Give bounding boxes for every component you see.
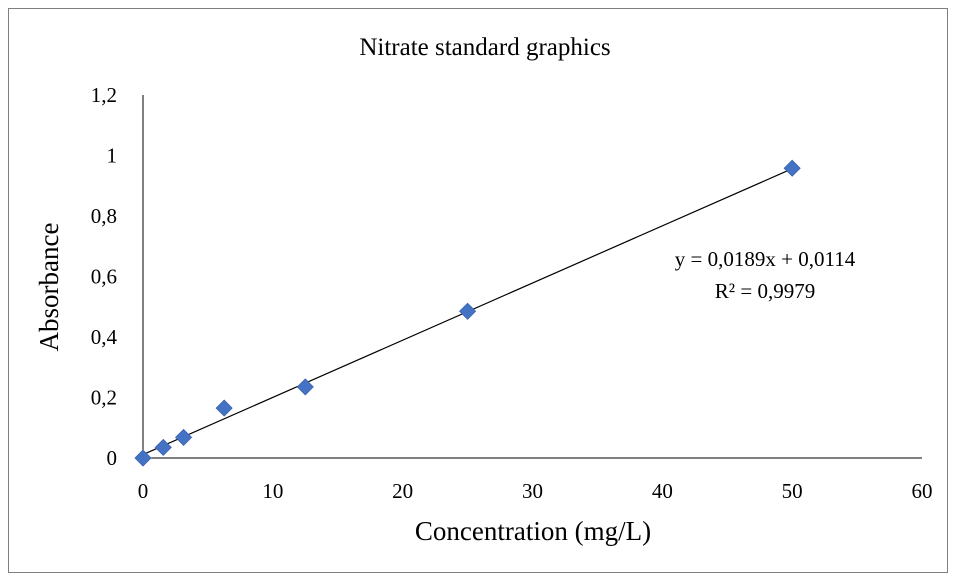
data-points [134,159,801,467]
y-tick-label: 0,4 [91,325,118,349]
axes [142,95,922,459]
trendline-equation: y = 0,0189x + 0,0114 [675,247,856,271]
y-axis-label: Absorbance [34,223,64,352]
data-point [175,428,193,446]
data-point [296,378,314,396]
data-point [459,302,477,320]
x-tick-labels: 0 10 20 30 40 50 60 [138,479,933,503]
data-point [134,449,152,467]
chart-area [8,8,948,573]
y-tick-label: 0,6 [91,265,117,289]
x-axis-label: Concentration (mg/L) [415,516,651,546]
trendline-r-squared: R² = 0,9979 [715,279,815,303]
y-tick-label: 1,2 [91,83,117,107]
x-tick-label: 50 [782,479,803,503]
x-tick-label: 20 [392,479,413,503]
x-tick-label: 30 [522,479,543,503]
x-tick-label: 0 [138,479,149,503]
data-point [215,399,233,417]
y-tick-label: 0,8 [91,204,117,228]
y-tick-label: 1 [107,144,118,168]
data-point [154,438,172,456]
data-point [783,159,801,177]
x-tick-label: 60 [912,479,933,503]
chart-title: Nitrate standard graphics [359,34,610,61]
y-tick-label: 0,2 [91,386,117,410]
y-tick-label: 0 [107,446,118,470]
x-tick-label: 40 [652,479,673,503]
x-tick-label: 10 [262,479,283,503]
y-tick-labels: 0 0,2 0,4 0,6 0,8 1 1,2 [91,83,118,470]
